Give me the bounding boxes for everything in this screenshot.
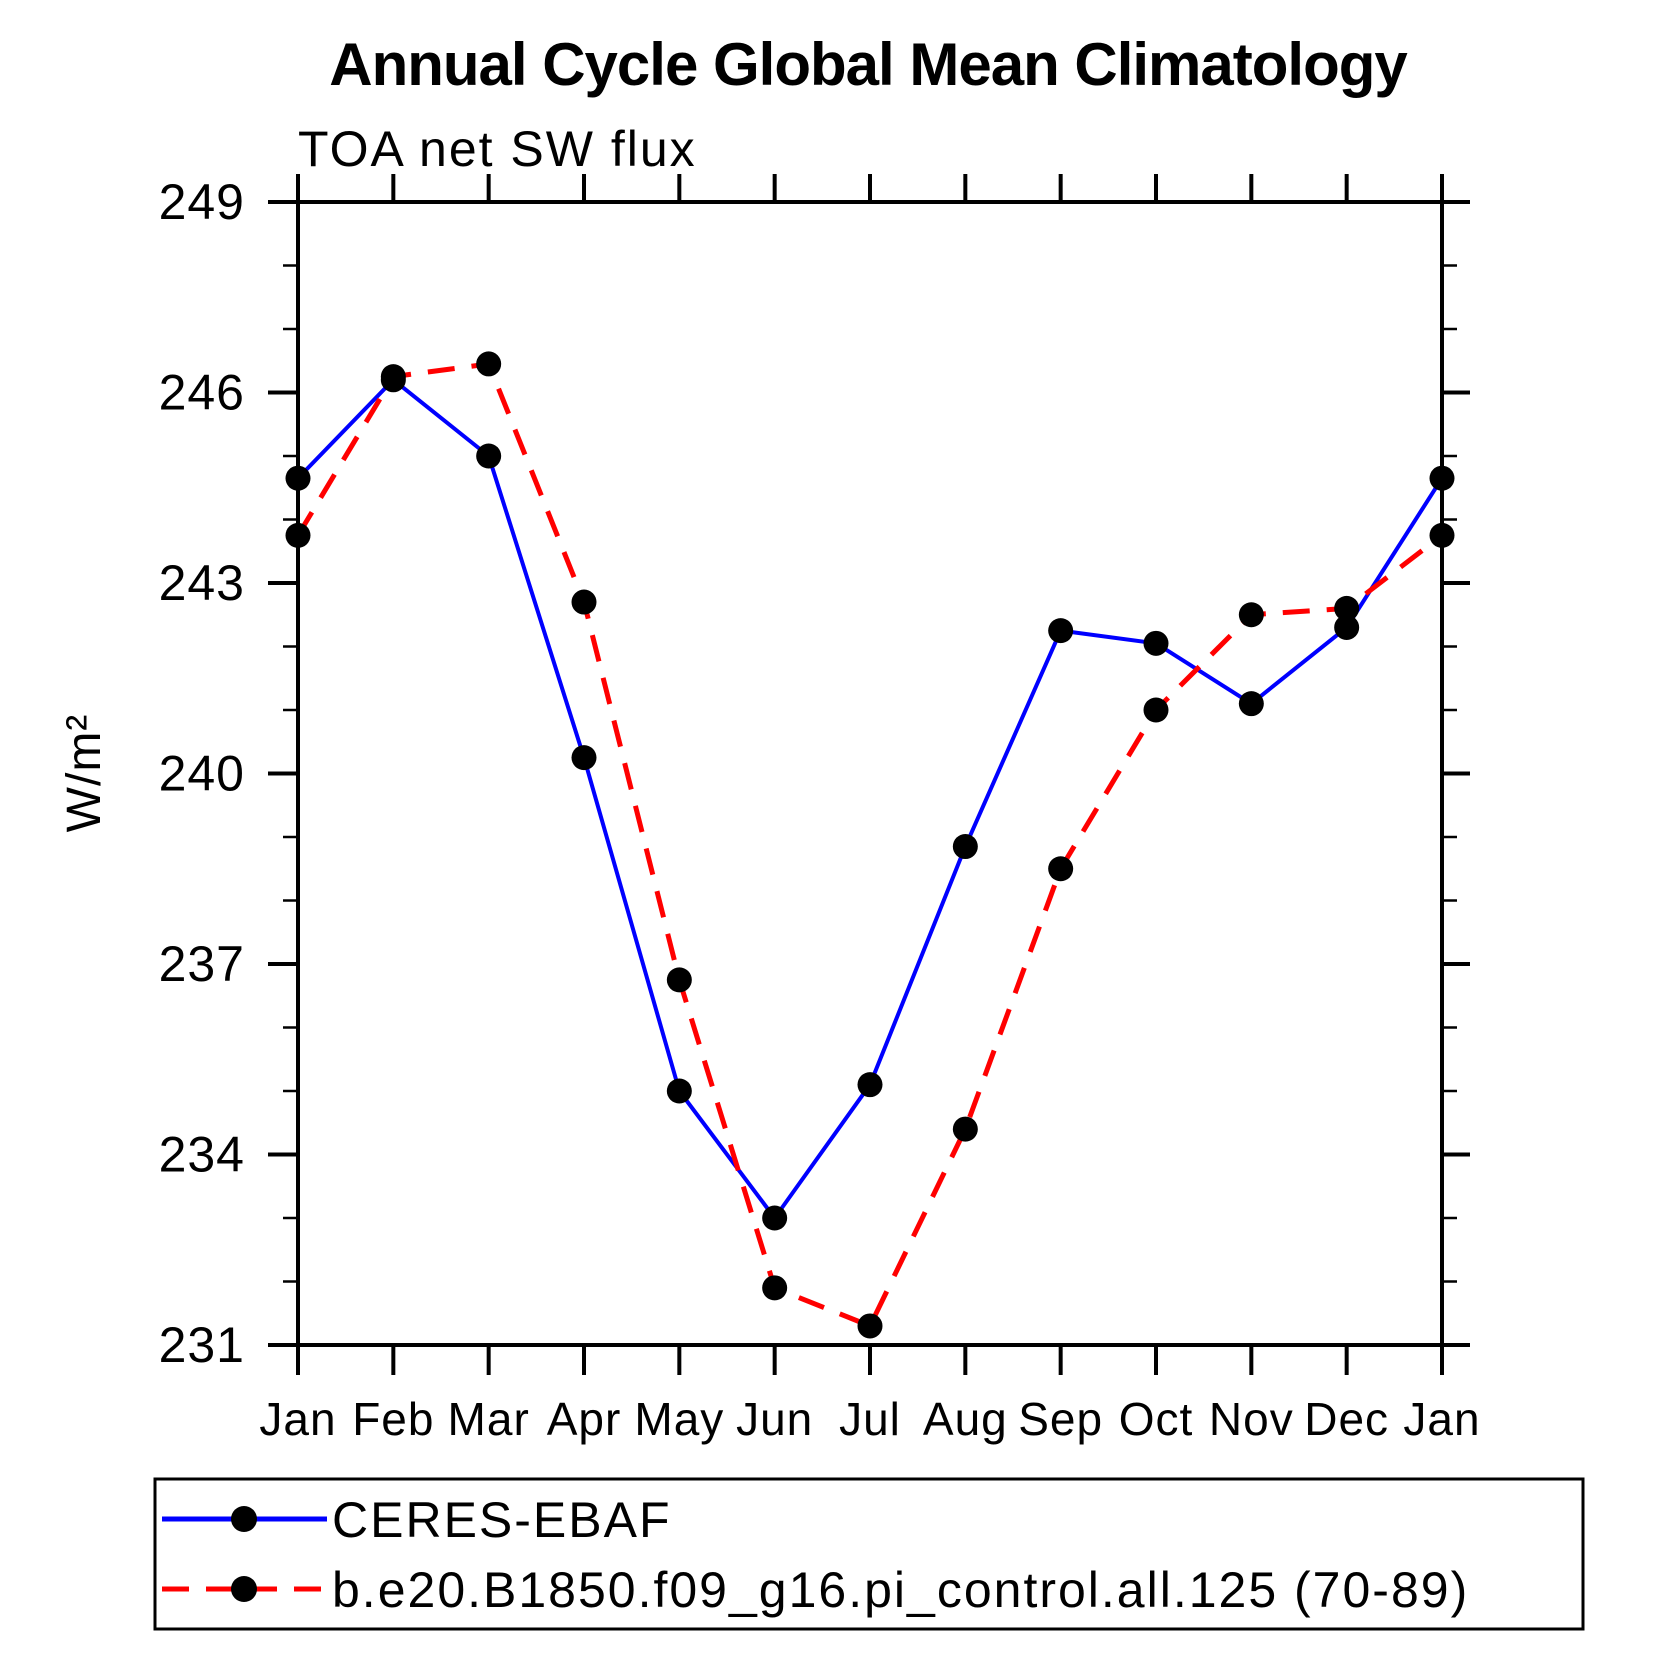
series-line-model — [295, 361, 1444, 1329]
legend-box — [153, 1477, 1585, 1631]
x-tick-label: Feb — [352, 1393, 434, 1445]
legend-label-ceres: CERES-EBAF — [332, 1492, 672, 1548]
x-tick-label: May — [634, 1393, 724, 1445]
legend-marker-dot-ceres — [231, 1506, 257, 1532]
data-point-marker — [285, 465, 311, 491]
data-point-marker — [857, 1072, 883, 1098]
data-point-marker — [952, 834, 978, 860]
data-point-marker — [380, 364, 406, 390]
y-tick-label: 231 — [159, 1317, 245, 1373]
data-point-marker — [762, 1205, 788, 1231]
x-tick-label: Jun — [736, 1393, 813, 1445]
data-point-marker — [476, 443, 502, 469]
y-axis-label: W/m² — [58, 714, 111, 833]
y-tick-label: 249 — [159, 174, 245, 230]
x-tick-label: Apr — [547, 1393, 622, 1445]
x-tick-label: Jan — [1403, 1393, 1480, 1445]
data-point-marker — [666, 967, 692, 993]
data-point-marker — [1429, 465, 1455, 491]
legend-label-model: b.e20.B1850.f09_g16.pi_control.all.125 (… — [332, 1562, 1469, 1618]
data-point-marker — [571, 745, 597, 771]
y-tick-label: 246 — [159, 365, 245, 421]
data-point-marker — [1143, 630, 1169, 656]
data-series — [285, 351, 1455, 1339]
data-point-marker — [952, 1116, 978, 1142]
chart-subtitle: TOA net SW flux — [298, 121, 697, 177]
y-tick-label: 237 — [159, 936, 245, 992]
x-tick-label: Mar — [448, 1393, 530, 1445]
data-point-marker — [1238, 602, 1264, 628]
x-tick-label: Oct — [1119, 1393, 1194, 1445]
y-tick-label: 240 — [159, 746, 245, 802]
y-tick-label: 234 — [159, 1127, 245, 1183]
data-point-marker — [1048, 618, 1074, 644]
data-point-marker — [1238, 691, 1264, 717]
data-point-marker — [1334, 614, 1360, 640]
data-point-marker — [1048, 856, 1074, 882]
x-tick-label: Jan — [259, 1393, 336, 1445]
data-point-marker — [1143, 697, 1169, 723]
data-point-marker — [285, 522, 311, 548]
x-tick-label: Nov — [1209, 1393, 1294, 1445]
data-point-marker — [857, 1313, 883, 1339]
x-tick-label: Aug — [923, 1393, 1008, 1445]
data-point-marker — [571, 589, 597, 615]
x-tick-label: Dec — [1304, 1393, 1389, 1445]
data-point-marker — [1429, 522, 1455, 548]
legend: CERES-EBAF b.e20.B1850.f09_g16.pi_contro… — [153, 1477, 1585, 1631]
plot-border — [296, 200, 1444, 1347]
chart-title: Annual Cycle Global Mean Climatology — [329, 31, 1408, 98]
legend-marker-dot-model — [231, 1576, 257, 1602]
data-point-marker — [1334, 595, 1360, 621]
y-tick-label: 243 — [159, 555, 245, 611]
x-tick-label: Sep — [1018, 1393, 1103, 1445]
data-point-marker — [762, 1275, 788, 1301]
axes: Jan Feb Mar Apr May Jun Jul Aug Sep Oct Nov Dec Jan 2… — [159, 174, 1480, 1445]
x-tick-label: Jul — [839, 1393, 901, 1445]
data-point-marker — [666, 1078, 692, 1104]
data-point-marker — [476, 351, 502, 377]
